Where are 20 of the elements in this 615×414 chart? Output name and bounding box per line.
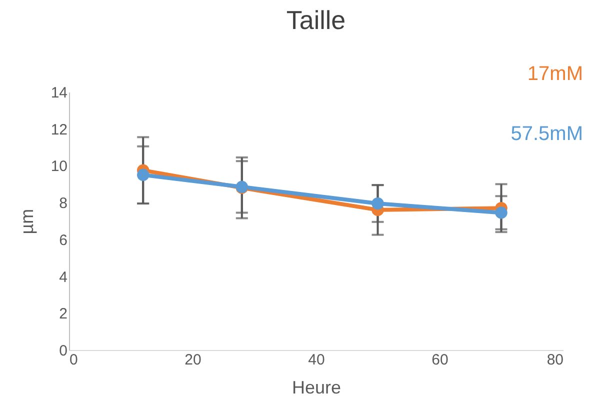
text: 57.5mM xyxy=(510,123,583,145)
y-tick-label: 6 xyxy=(59,232,68,249)
x-tick-label: 40 xyxy=(308,352,325,368)
x-axis-title: Heure xyxy=(292,378,342,398)
y-tick-label: 2 xyxy=(59,306,68,323)
point xyxy=(136,168,150,182)
x-tick-label: 60 xyxy=(432,352,448,368)
x-tick-label: 20 xyxy=(184,352,202,368)
y-tick-label: 10 xyxy=(50,158,68,176)
y-axis-title: µm xyxy=(16,208,37,234)
y-tick-label: 4 xyxy=(59,268,68,286)
y-tick-label: 8 xyxy=(59,195,68,212)
text: 17mM xyxy=(527,63,583,85)
point xyxy=(495,206,508,219)
point xyxy=(372,197,384,210)
y-tick-label: 14 xyxy=(50,84,68,102)
x-tick-label: 80 xyxy=(546,352,564,368)
y-tick-label: 12 xyxy=(50,121,68,138)
chart-title: Taille xyxy=(286,5,346,35)
x-tick-label: 0 xyxy=(70,352,78,368)
